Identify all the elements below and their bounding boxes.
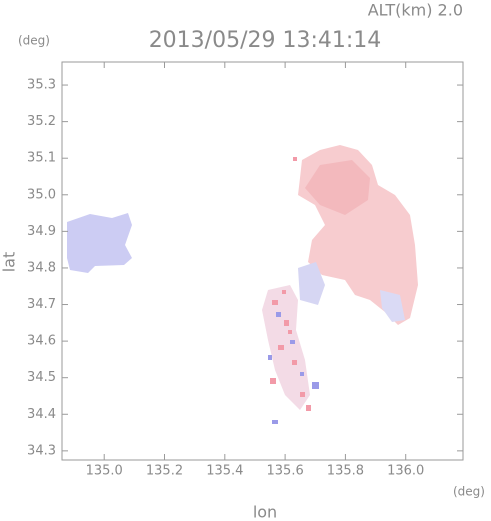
y-tick-label: 34.3: [27, 443, 56, 458]
echo-blob: [298, 262, 325, 305]
echo-field: [67, 145, 418, 424]
x-unit: (deg): [453, 485, 485, 499]
x-tick-label: 135.6: [267, 464, 304, 479]
x-tick-label: 135.8: [327, 464, 364, 479]
y-tick-label: 34.5: [27, 370, 56, 385]
y-tick-label: 35.1: [27, 151, 56, 166]
x-tick-label: 136.0: [387, 464, 424, 479]
chart-title: 2013/05/29 13:41:14: [149, 28, 382, 53]
y-axis-label: lat: [0, 252, 19, 273]
x-tick-label: 135.4: [206, 464, 243, 479]
y-tick-label: 34.7: [27, 297, 56, 312]
y-tick-label: 35.0: [27, 187, 56, 202]
y-tick-label: 35.2: [27, 114, 56, 129]
echo-blob: [305, 160, 370, 215]
y-unit: (deg): [18, 34, 50, 48]
y-tick-label: 34.8: [27, 260, 56, 275]
y-tick-label: 34.4: [27, 407, 56, 422]
x-tick-label: 135.0: [86, 464, 123, 479]
echo-blob: [67, 213, 132, 273]
altitude-annotation: ALT(km) 2.0: [368, 1, 463, 20]
echo-blob: [380, 290, 405, 322]
x-axis-label: lon: [253, 503, 277, 521]
echo-blob: [262, 285, 310, 410]
y-tick-label: 34.6: [27, 334, 56, 349]
x-tick-label: 135.2: [146, 464, 183, 479]
y-tick-label: 35.3: [27, 78, 56, 93]
y-tick-label: 34.9: [27, 224, 56, 239]
plot-frame: [61, 61, 464, 461]
